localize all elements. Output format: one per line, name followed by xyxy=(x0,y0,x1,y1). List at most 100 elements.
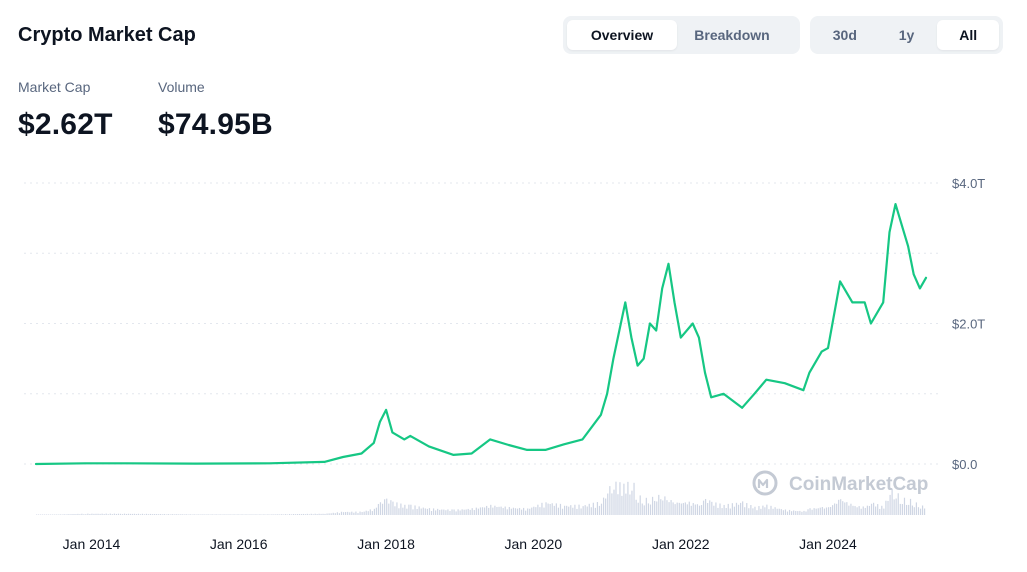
data-point xyxy=(820,350,823,353)
volume-bar xyxy=(744,507,746,515)
volume-bar xyxy=(909,498,912,515)
data-point xyxy=(704,371,706,374)
volume-bar xyxy=(486,505,488,515)
volume-bar xyxy=(324,513,326,515)
volume-bar xyxy=(713,505,715,515)
range-all-button[interactable]: All xyxy=(937,20,1000,50)
volume-bar xyxy=(704,498,707,515)
volume-bar xyxy=(318,513,320,515)
volume-bar xyxy=(846,502,848,515)
data-point xyxy=(342,456,344,458)
market-cap-chart[interactable]: CoinMarketCap $0.0$2.0T$4.0T Jan 2014 Jan… xyxy=(0,160,1027,572)
volume-bar xyxy=(605,498,607,515)
data-point xyxy=(360,452,363,455)
volume-bar xyxy=(690,505,692,515)
volume-bar xyxy=(553,505,555,515)
volume-bar xyxy=(539,507,541,515)
volume-bar xyxy=(320,513,322,515)
volume-bar xyxy=(473,510,475,515)
volume-bar xyxy=(698,505,701,515)
volume-bar xyxy=(95,513,97,515)
volume-bar xyxy=(308,514,310,515)
volume-bar xyxy=(791,511,793,515)
data-point xyxy=(84,462,87,465)
volume-bar xyxy=(398,508,400,515)
volume-bar xyxy=(848,505,850,515)
volume-bar xyxy=(654,500,656,515)
volume-bar xyxy=(41,514,44,515)
volume-bar xyxy=(269,514,271,515)
volume-bar xyxy=(73,514,75,515)
data-point xyxy=(323,461,326,463)
data-point xyxy=(907,245,909,248)
volume-bar xyxy=(529,508,531,515)
volume-bar xyxy=(590,507,592,515)
volume-bar xyxy=(191,514,193,515)
volume-bar xyxy=(306,513,308,515)
volume-bar xyxy=(568,506,570,515)
data-point xyxy=(403,438,406,441)
volume-bar xyxy=(469,509,471,515)
volume-bar xyxy=(265,514,267,515)
volume-bar xyxy=(488,507,490,515)
volume-bar xyxy=(887,500,889,515)
volume-bar xyxy=(737,504,740,515)
volume-bar xyxy=(83,514,85,515)
volume-bar xyxy=(249,514,251,515)
volume-bar xyxy=(396,502,398,515)
volume-bar xyxy=(357,513,359,515)
volume-bar xyxy=(241,514,243,515)
volume-bar xyxy=(51,514,53,515)
volume-bar xyxy=(342,512,345,515)
volume-bar xyxy=(525,510,527,515)
volume-bar xyxy=(59,514,61,515)
volume-bar xyxy=(36,514,38,515)
volume-bar xyxy=(135,514,138,515)
tab-breakdown[interactable]: Breakdown xyxy=(694,27,770,43)
y-tick-label: $0.0 xyxy=(952,457,977,472)
volume-bar xyxy=(897,493,899,515)
volume-bar xyxy=(666,500,668,515)
x-tick-label: Jan 2014 xyxy=(63,536,121,552)
volume-bar xyxy=(516,508,519,515)
volume-bar xyxy=(656,501,658,515)
volume-bar xyxy=(314,513,316,515)
volume-bar xyxy=(139,514,142,515)
volume-bar xyxy=(836,503,838,515)
volume-bar xyxy=(723,504,725,515)
volume-bar xyxy=(635,499,637,515)
volume-bar xyxy=(255,514,257,515)
volume-bar xyxy=(332,512,334,515)
volume-bar xyxy=(406,508,408,515)
volume-bar xyxy=(631,490,633,515)
volume-bar xyxy=(215,514,217,515)
volume-bar xyxy=(75,514,77,515)
volume-bar xyxy=(621,495,623,515)
volume-bar xyxy=(805,511,807,515)
volume-bar xyxy=(733,506,736,515)
volume-bar xyxy=(578,504,580,515)
data-point xyxy=(882,301,885,304)
volume-bar xyxy=(799,510,801,515)
volume-bar xyxy=(854,506,856,515)
range-30d-button[interactable]: 30d xyxy=(832,27,857,43)
range-1y-button[interactable]: 1y xyxy=(898,27,915,43)
data-point xyxy=(35,463,37,465)
volume-bar xyxy=(520,509,523,515)
volume-bar xyxy=(45,514,48,515)
tab-overview[interactable]: Overview xyxy=(567,20,677,50)
volume-bar xyxy=(559,503,562,515)
volume-bar xyxy=(353,512,355,515)
volume-bar xyxy=(891,488,893,515)
volume-bar xyxy=(271,514,273,515)
volume-bar xyxy=(823,508,826,515)
volume-bar xyxy=(549,504,551,515)
watermark-text: CoinMarketCap xyxy=(789,474,928,495)
volume-bar xyxy=(774,507,776,515)
volume-bar xyxy=(893,499,895,515)
volume-bar xyxy=(330,513,332,515)
data-point xyxy=(379,421,381,423)
x-tick-label: Jan 2020 xyxy=(505,536,563,552)
volume-bar xyxy=(211,514,213,515)
volume-bar xyxy=(193,514,195,515)
